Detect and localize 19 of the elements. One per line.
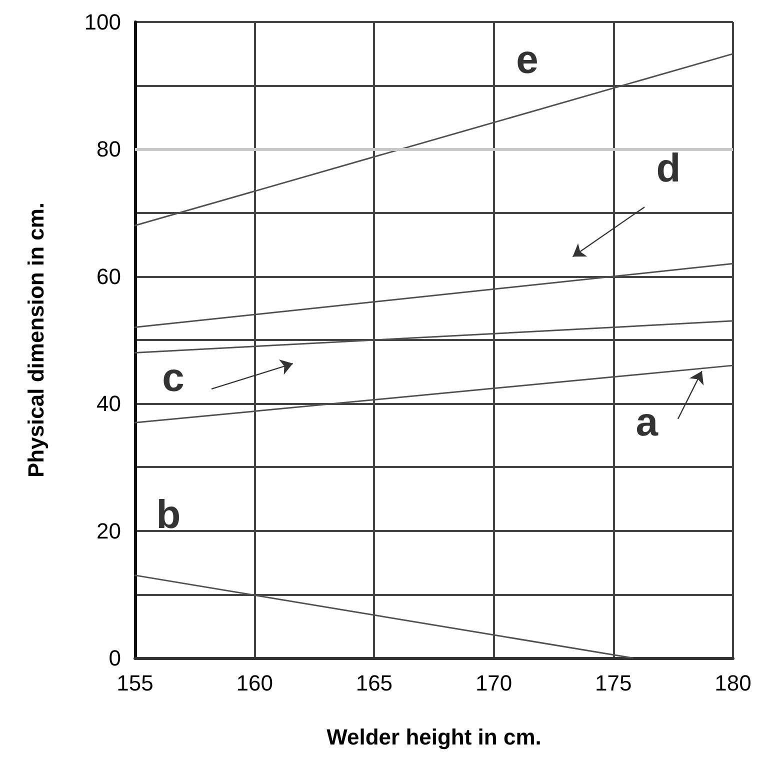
y-tick-label: 40 [96,391,121,416]
x-tick-label: 175 [595,670,632,696]
y-axis-title: Physical dimension in cm. [24,202,48,478]
x-tick-label: 180 [714,670,752,696]
series-label: b [156,492,181,537]
x-tick-label: 170 [475,670,512,696]
series-label: a [636,400,659,445]
y-tick-label: 60 [96,264,121,289]
x-axis-title: Welder height in cm. [326,724,542,750]
x-tick-label: 165 [356,670,393,696]
series-label: d [656,146,681,190]
x-tick-label: 160 [236,670,273,696]
y-tick-label: 100 [84,10,121,34]
y-tick-label: 20 [96,518,121,544]
y-tick-label: 0 [108,646,121,670]
x-tick-label: 155 [116,670,154,696]
series-label: c [162,356,184,400]
y-tick-label: 80 [96,136,121,162]
series-label: e [516,38,538,82]
